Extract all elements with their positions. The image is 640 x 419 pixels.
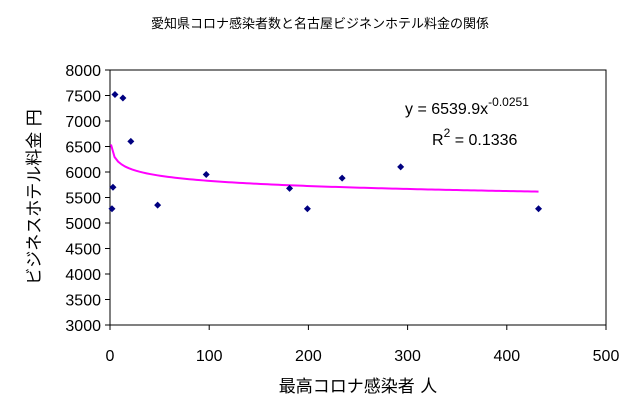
- data-point: [119, 94, 127, 102]
- y-tick-label: 4500: [65, 242, 101, 259]
- x-tick-label: 300: [394, 348, 421, 365]
- x-tick-label: 400: [493, 348, 520, 365]
- y-tick-label: 5500: [65, 191, 101, 208]
- x-tick-label: 200: [295, 348, 322, 365]
- data-point: [286, 184, 294, 192]
- data-point: [111, 90, 119, 98]
- data-point: [109, 183, 117, 191]
- x-tick-label: 500: [593, 348, 620, 365]
- y-tick-label: 5000: [65, 216, 101, 233]
- power-trendline: [110, 144, 539, 193]
- data-point: [202, 171, 210, 179]
- x-axis-label: 最高コロナ感染者 人: [279, 377, 437, 397]
- data-point: [127, 137, 135, 145]
- data-point: [108, 205, 116, 213]
- chart-title: 愛知県コロナ感染者数と名古屋ビジネンホテル料金の関係: [151, 16, 489, 32]
- plot-area: [109, 69, 607, 326]
- y-axis-label: ビジネスホテル料金 円: [25, 109, 45, 284]
- y-tick-label: 6500: [65, 140, 101, 157]
- y-axis-ticks: 3000 3500 4000 4500 5000 5500 6000 6500 7000 7500…: [65, 63, 110, 335]
- y-tick-label: 3000: [65, 318, 101, 335]
- x-tick-label: 100: [196, 348, 223, 365]
- data-point: [397, 163, 405, 171]
- r-squared: R2 = 0.1336: [432, 126, 518, 149]
- data-point: [303, 205, 311, 213]
- data-point: [338, 174, 346, 182]
- x-axis-ticks: 0 100 200 300 400 500: [106, 325, 620, 365]
- data-point: [154, 201, 162, 209]
- data-point: [535, 205, 543, 213]
- y-tick-label: 7500: [65, 89, 101, 106]
- trend-equation: y = 6539.9x-0.0251: [405, 95, 529, 118]
- y-tick-label: 4000: [65, 267, 101, 284]
- y-tick-label: 8000: [65, 63, 101, 80]
- data-points: [108, 90, 543, 213]
- y-tick-label: 7000: [65, 114, 101, 131]
- y-tick-label: 6000: [65, 165, 101, 182]
- y-tick-label: 3500: [65, 293, 101, 310]
- x-tick-label: 0: [106, 348, 115, 365]
